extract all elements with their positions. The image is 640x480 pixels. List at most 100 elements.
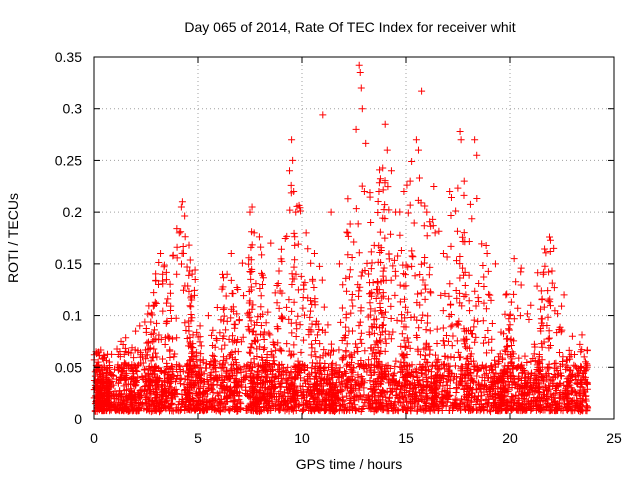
data-point [282, 376, 290, 384]
data-point [506, 321, 514, 329]
data-point [220, 304, 228, 312]
data-point [227, 366, 235, 374]
data-point [548, 393, 556, 401]
data-point [252, 280, 260, 288]
data-point [370, 329, 378, 337]
data-point [179, 250, 187, 258]
data-point [399, 261, 407, 269]
data-point [292, 363, 300, 371]
data-point [358, 405, 366, 413]
data-point [355, 249, 363, 257]
data-point [390, 400, 398, 408]
data-point [249, 301, 257, 309]
data-point [121, 360, 129, 368]
data-point [481, 371, 489, 379]
data-point [369, 403, 377, 411]
data-point [439, 307, 447, 315]
data-point [288, 307, 296, 315]
data-point [548, 279, 556, 287]
data-point [146, 344, 154, 352]
data-point [150, 301, 158, 309]
data-point [321, 366, 329, 374]
data-point [231, 398, 239, 406]
data-point [222, 326, 230, 334]
data-point [563, 356, 571, 364]
data-point [365, 328, 373, 336]
x-tick-label: 10 [294, 430, 310, 446]
data-point [421, 352, 429, 360]
data-point [292, 270, 300, 278]
data-point [283, 303, 291, 311]
data-point [128, 399, 136, 407]
data-point [156, 399, 164, 407]
data-point [143, 393, 151, 401]
data-point [441, 386, 449, 394]
data-point [514, 394, 522, 402]
data-point [433, 325, 441, 333]
data-point [346, 220, 354, 228]
data-point [308, 340, 316, 348]
data-point [335, 396, 343, 404]
data-point [438, 390, 446, 398]
data-point [262, 319, 270, 327]
data-point [172, 385, 180, 393]
data-point [240, 362, 248, 370]
data-point [307, 307, 315, 315]
data-point [166, 289, 174, 297]
data-point [552, 403, 560, 411]
data-point [516, 312, 524, 320]
data-point [94, 394, 102, 402]
data-point [215, 406, 223, 414]
data-point [480, 273, 488, 281]
data-point [231, 324, 239, 332]
data-point [350, 238, 358, 246]
data-point [120, 397, 128, 405]
data-point [466, 200, 474, 208]
data-point [294, 357, 302, 365]
data-point [553, 381, 561, 389]
data-point [175, 398, 183, 406]
data-point [545, 369, 553, 377]
data-point [575, 389, 583, 397]
data-point [299, 360, 307, 368]
data-point [470, 357, 478, 365]
data-point [366, 290, 374, 298]
data-point [245, 288, 253, 296]
data-point [352, 340, 360, 348]
data-point [466, 307, 474, 315]
data-point [456, 127, 464, 135]
data-point [269, 338, 277, 346]
data-point [367, 371, 375, 379]
data-point [270, 373, 278, 381]
data-point [356, 392, 364, 400]
data-point [508, 365, 516, 373]
data-point [307, 259, 315, 267]
data-point [512, 278, 520, 286]
data-point [422, 398, 430, 406]
data-point [169, 407, 177, 415]
data-point [297, 207, 305, 215]
data-point [210, 352, 218, 360]
data-point [448, 321, 456, 329]
data-point [557, 369, 565, 377]
data-point [121, 404, 129, 412]
data-point [374, 208, 382, 216]
data-point [398, 330, 406, 338]
data-point [473, 195, 481, 203]
data-point [307, 391, 315, 399]
data-point [260, 328, 268, 336]
data-point [550, 360, 558, 368]
data-point [289, 156, 297, 164]
data-point [482, 241, 490, 249]
data-point [300, 311, 308, 319]
data-point [187, 292, 195, 300]
data-point [564, 390, 572, 398]
data-point [337, 318, 345, 326]
data-point [257, 303, 265, 311]
data-point [188, 270, 196, 278]
data-point [249, 378, 257, 386]
data-point [398, 389, 406, 397]
data-point [343, 392, 351, 400]
data-point [300, 376, 308, 384]
data-point [221, 385, 229, 393]
